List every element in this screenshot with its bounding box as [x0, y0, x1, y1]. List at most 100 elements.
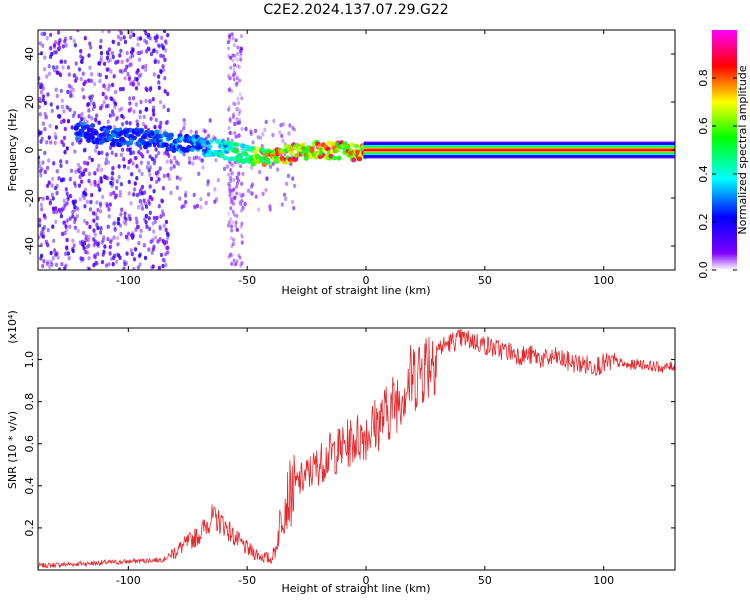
noise-blob — [63, 59, 67, 64]
noise-blob — [156, 169, 160, 175]
noise-blob — [264, 119, 268, 125]
noise-blob — [60, 261, 64, 267]
noise-blob — [155, 49, 159, 54]
noise-blob — [123, 211, 127, 216]
colorbar-tick-label: 0.6 — [697, 117, 710, 135]
noise-blob — [134, 155, 138, 161]
noise-blob — [52, 68, 57, 73]
noise-blob — [85, 199, 89, 205]
noise-blob — [90, 72, 94, 77]
noise-blob — [131, 150, 136, 155]
noise-blob — [293, 183, 297, 189]
noise-blob — [107, 214, 111, 219]
noise-blob — [48, 201, 52, 206]
noise-blob — [88, 155, 92, 160]
noise-blob — [99, 106, 103, 111]
noise-blob — [42, 31, 47, 36]
noise-blob — [206, 179, 210, 184]
noise-blob — [71, 209, 75, 215]
noise-blob — [169, 190, 173, 196]
noise-blob — [132, 192, 136, 197]
noise-blob — [108, 244, 112, 250]
noise-blob — [60, 104, 65, 110]
noise-blob — [124, 217, 128, 222]
noise-blob — [99, 230, 103, 235]
noise-blob — [59, 59, 64, 64]
noise-blob — [234, 261, 238, 266]
noise-blob — [153, 59, 157, 65]
noise-blob — [96, 242, 100, 247]
noise-blob — [126, 71, 130, 77]
noise-blob — [166, 107, 170, 113]
noise-blob — [145, 40, 149, 45]
noise-blob — [45, 140, 49, 145]
noise-blob — [112, 100, 117, 105]
noise-blob — [82, 148, 86, 153]
noise-blob — [73, 110, 77, 116]
x-tick-label: -100 — [116, 274, 141, 287]
noise-blob — [284, 196, 288, 202]
noise-blob — [102, 235, 106, 240]
noise-blob — [263, 127, 267, 132]
noise-blob — [229, 179, 233, 183]
noise-blob — [227, 75, 231, 80]
noise-blob — [81, 87, 85, 92]
noise-blob — [236, 228, 239, 232]
noise-blob — [77, 114, 81, 119]
noise-blob — [291, 125, 295, 131]
ridge-blob — [345, 145, 351, 151]
noise-blob — [49, 102, 53, 107]
noise-blob — [136, 36, 140, 41]
noise-blob — [166, 172, 170, 178]
noise-blob — [129, 81, 133, 86]
noise-blob — [135, 224, 140, 230]
noise-blob — [42, 259, 46, 264]
noise-blob — [230, 89, 234, 93]
noise-blob — [41, 121, 46, 126]
noise-blob — [147, 247, 151, 252]
noise-blob — [107, 30, 111, 34]
noise-blob — [139, 186, 143, 192]
noise-blob — [113, 226, 117, 231]
noise-blob — [229, 131, 233, 136]
noise-blob — [61, 231, 65, 237]
noise-blob — [231, 36, 235, 41]
noise-blob — [95, 222, 99, 227]
noise-blob — [121, 147, 125, 152]
noise-blob — [98, 78, 102, 84]
noise-blob — [135, 164, 139, 169]
noise-blob — [232, 77, 236, 82]
noise-blob — [228, 33, 232, 38]
noise-blob — [236, 96, 240, 101]
noise-blob — [288, 123, 292, 128]
noise-blob — [116, 59, 120, 64]
noise-blob — [135, 176, 139, 181]
noise-blob — [85, 119, 89, 125]
noise-blob — [137, 168, 141, 173]
noise-blob — [279, 123, 283, 128]
noise-blob — [75, 213, 80, 219]
noise-blob — [203, 129, 207, 134]
spectrogram-y-label: Frequency (Hz) — [6, 109, 19, 192]
noise-blob — [139, 152, 143, 157]
noise-blob — [232, 43, 236, 48]
noise-blob — [59, 88, 63, 94]
spectrogram-heatmap — [38, 30, 675, 270]
noise-blob — [135, 77, 139, 82]
noise-blob — [43, 100, 48, 106]
noise-blob — [161, 54, 165, 59]
noise-blob — [228, 130, 232, 135]
noise-blob — [83, 204, 87, 209]
noise-blob — [229, 168, 233, 172]
noise-blob — [237, 112, 241, 117]
noise-blob — [256, 135, 260, 140]
noise-blob — [108, 202, 112, 207]
noise-blob — [40, 31, 44, 37]
noise-blob — [94, 117, 98, 122]
noise-blob — [162, 173, 166, 179]
noise-blob — [204, 200, 208, 206]
noise-blob — [164, 48, 168, 53]
noise-blob — [82, 116, 86, 122]
noise-blob — [235, 191, 239, 196]
noise-blob — [177, 161, 181, 167]
